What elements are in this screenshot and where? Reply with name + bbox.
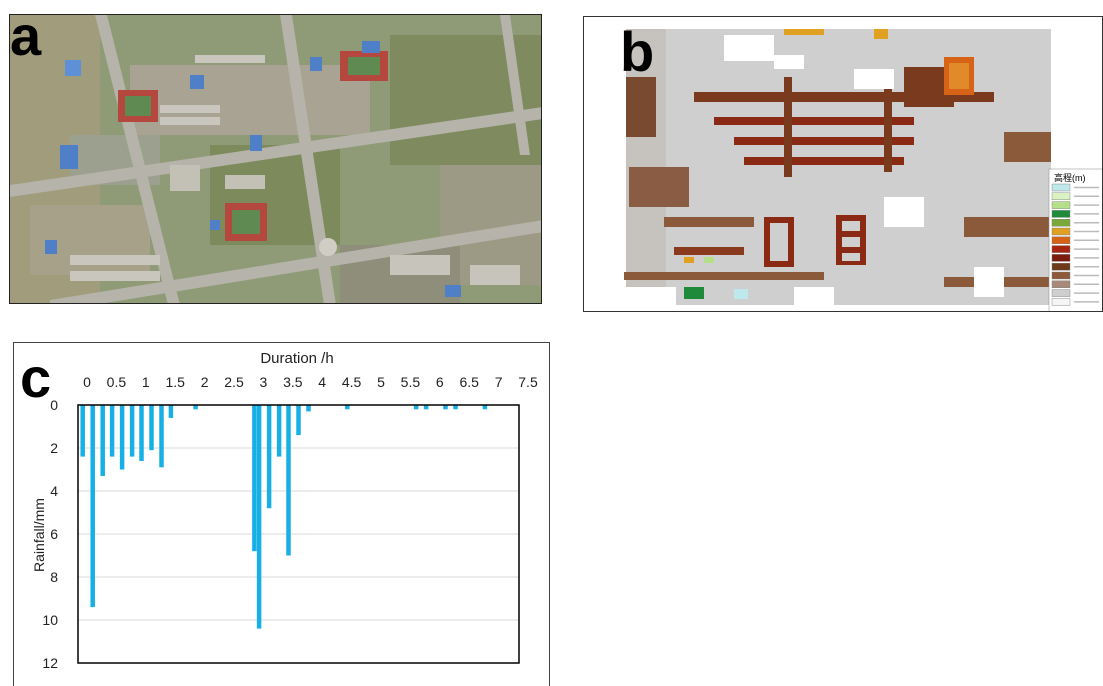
legend-swatch: [1051, 218, 1071, 227]
x-tick-label: 6.5: [459, 374, 479, 390]
x-tick-label: 1.5: [165, 374, 185, 390]
panel-label-c: c: [20, 346, 52, 409]
rainfall-bar: [193, 405, 198, 410]
x-tick-label: 2.5: [224, 374, 244, 390]
elevation-legend: 高程(m): [1048, 168, 1102, 311]
x-tick-label: 5: [377, 374, 385, 390]
elevation-map: 高程(m): [624, 29, 1102, 311]
x-tick-label: 5.5: [401, 374, 421, 390]
legend-swatch: [1051, 236, 1071, 245]
plot-area: [77, 404, 520, 664]
rainfall-bar: [168, 405, 174, 418]
y-axis-title: Rainfall/mm: [31, 498, 47, 572]
legend-swatch: [1051, 254, 1071, 262]
elevation-map-panel: 高程(m): [583, 16, 1103, 312]
rainfall-chart: Duration /h Rainfall/mm 0 0.5 1 1.5 2 2.5 3 3.5…: [31, 350, 538, 671]
rainfall-bar: [345, 405, 350, 410]
rainfall-bar: [252, 405, 257, 552]
rainfall-bar: [443, 405, 448, 410]
x-tick-label: 0: [83, 374, 91, 390]
rainfall-bar: [423, 405, 429, 410]
y-tick-label: 12: [42, 655, 58, 671]
x-tick-label: 4: [318, 374, 326, 390]
panel-label-a: a: [10, 4, 42, 67]
legend-swatch: [1051, 271, 1071, 280]
x-tick-label: 2: [201, 374, 209, 390]
legend-swatch: [1051, 262, 1071, 271]
legend-swatch: [1051, 210, 1071, 218]
rainfall-bar: [80, 405, 85, 457]
rainfall-bar: [109, 405, 115, 457]
y-tick-label: 10: [42, 612, 58, 628]
legend-swatch: [1051, 280, 1071, 288]
rainfall-chart-panel: Duration /h Rainfall/mm 0 0.5 1 1.5 2 2.5 3 3.5…: [13, 342, 550, 686]
satellite-image: [10, 15, 541, 303]
x-tick-label: 7.5: [518, 374, 538, 390]
legend-swatch: [1051, 201, 1071, 209]
x-tick-label: 3.5: [283, 374, 303, 390]
gridlines: [78, 404, 519, 664]
rainfall-bar: [149, 405, 154, 451]
rainfall-bar: [306, 405, 311, 412]
rainfall-bar: [139, 405, 144, 461]
y-tick-label: 6: [50, 526, 58, 542]
y-tick-labels: 0 2 4 6 8 10 12: [42, 397, 58, 671]
rainfall-bar: [266, 405, 272, 509]
elevation-legend-title: 高程(m): [1054, 172, 1086, 183]
x-tick-labels: 0 0.5 1 1.5 2 2.5 3 3.5 4 4.5 5 5.5 6 6.5 7 7.5: [83, 374, 538, 390]
rainfall-bar: [413, 405, 419, 410]
legend-swatch: [1051, 298, 1071, 306]
legend-swatch: [1051, 227, 1071, 236]
rainfall-bar: [276, 405, 282, 457]
satellite-image-panel: [9, 14, 542, 304]
legend-swatch: [1051, 245, 1071, 253]
rainfall-bar: [100, 405, 105, 476]
legend-swatch: [1051, 183, 1071, 192]
rainfall-bar: [453, 405, 458, 410]
bars: [80, 405, 488, 629]
y-tick-label: 4: [50, 483, 58, 499]
x-tick-label: 0.5: [107, 374, 127, 390]
rainfall-bar: [482, 405, 488, 410]
rainfall-bar: [119, 405, 125, 470]
x-axis-title: Duration /h: [260, 350, 333, 367]
legend-swatch: [1051, 192, 1071, 201]
rainfall-bar: [286, 405, 291, 556]
y-tick-label: 0: [50, 397, 58, 413]
x-tick-label: 1: [142, 374, 150, 390]
x-tick-label: 3: [260, 374, 268, 390]
x-tick-label: 4.5: [342, 374, 362, 390]
x-tick-label: 7: [495, 374, 503, 390]
legend-swatch: [1051, 289, 1071, 297]
elevation-legend-swatches: [1051, 183, 1099, 306]
y-tick-label: 8: [50, 569, 58, 585]
rainfall-bar: [129, 405, 135, 457]
rainfall-bar: [296, 405, 301, 436]
x-tick-label: 6: [436, 374, 444, 390]
rainfall-bar: [90, 405, 95, 608]
y-tick-label: 2: [50, 440, 58, 456]
rainfall-bar: [159, 405, 164, 468]
rainfall-bar: [256, 405, 262, 629]
panel-label-b: b: [620, 20, 655, 83]
